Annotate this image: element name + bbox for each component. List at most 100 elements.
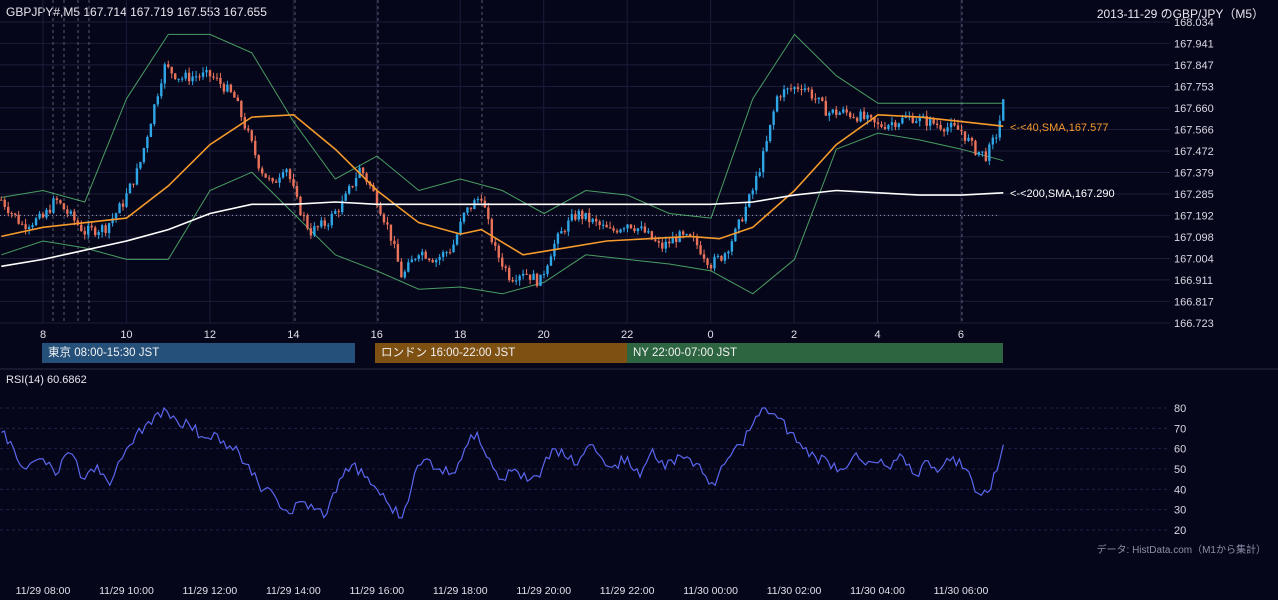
candle-body: [852, 117, 855, 119]
candle-body: [59, 200, 62, 204]
candle-body: [588, 212, 591, 223]
chart-title: 2013-11-29 のGBP/JPY（M5）: [1096, 7, 1264, 21]
candle-body: [149, 124, 153, 137]
candle-body: [963, 131, 967, 141]
candle-body: [577, 210, 580, 220]
candle-body: [139, 162, 142, 169]
candle-body: [925, 115, 928, 126]
datetime-tick-label: 11/30 06:00: [934, 585, 989, 597]
candle-body: [824, 100, 828, 116]
candle-body: [187, 72, 191, 82]
rsi-axis-labels: 80 70 60 50 40 30 20: [1174, 403, 1186, 537]
candle-body: [45, 209, 48, 218]
candle-body: [27, 227, 31, 229]
candle-body: [734, 228, 737, 242]
candle-body: [594, 218, 598, 222]
candle-body: [814, 98, 817, 100]
candle-body: [518, 275, 521, 281]
candle-body: [873, 117, 876, 123]
candle-body: [191, 76, 194, 82]
candle-body: [354, 177, 358, 187]
bollinger-bands: [1, 33, 1004, 295]
candle-body: [845, 109, 848, 113]
candle-body: [31, 225, 34, 228]
candle-body: [13, 213, 17, 215]
candle-body: [890, 122, 894, 126]
candle-body: [431, 260, 434, 263]
rsi-line: [1, 406, 1004, 519]
sma-line: [1, 113, 1004, 256]
candle-body: [681, 231, 685, 235]
candle-body: [278, 177, 281, 183]
candle-body: [400, 261, 403, 278]
candle-body: [688, 234, 692, 237]
candle-body: [69, 211, 73, 214]
candle-body: [142, 148, 146, 163]
hour-tick-label: 14: [287, 329, 299, 341]
candle-body: [344, 193, 347, 201]
candle-body: [17, 214, 20, 224]
candle-body: [198, 76, 201, 78]
price-tick-label: 167.472: [1174, 146, 1214, 158]
candle-body: [480, 198, 483, 201]
candle-body: [928, 118, 932, 126]
candle-body: [264, 173, 267, 178]
price-tick-label: 167.379: [1174, 167, 1214, 179]
candle-body: [3, 199, 6, 207]
datetime-tick-label: 11/29 08:00: [16, 585, 71, 597]
candle-body: [73, 211, 76, 221]
candle-body: [132, 183, 135, 185]
candle-body: [351, 186, 354, 188]
candle-body: [389, 224, 393, 241]
candle-body: [299, 196, 302, 216]
candle-body: [93, 227, 97, 236]
candle-body: [779, 96, 782, 98]
candle-body: [619, 229, 622, 233]
candle-body: [793, 87, 796, 90]
candle-body: [386, 222, 389, 225]
candle-body: [720, 255, 723, 261]
candle-body: [629, 224, 633, 229]
candle-body: [97, 232, 100, 236]
candle-body: [956, 125, 960, 130]
candle-body: [549, 256, 553, 266]
candle-body: [243, 117, 246, 129]
candle-body: [285, 169, 288, 173]
candle-body: [254, 140, 257, 156]
candle-body: [800, 89, 803, 91]
candle-body: [146, 136, 149, 149]
candle-body: [560, 231, 563, 234]
candle-body: [208, 70, 212, 77]
candle-body: [556, 233, 560, 244]
rsi-grid: [0, 368, 1278, 531]
candle-body: [761, 151, 765, 173]
candle-body: [135, 168, 139, 185]
candle-body: [810, 89, 814, 99]
candle-body: [219, 77, 222, 85]
candle-body: [946, 127, 949, 132]
session-band-ny: NY 22:00-07:00 JST: [627, 343, 1003, 363]
candle-body: [709, 264, 713, 269]
candle-body: [542, 274, 546, 276]
price-tick-label: 167.566: [1174, 124, 1214, 136]
candle-body: [24, 224, 27, 229]
candle-body: [981, 151, 984, 153]
candle-body: [758, 172, 761, 177]
candle-body: [866, 114, 869, 119]
candle-body: [66, 209, 69, 214]
candle-body: [469, 207, 473, 210]
candle-body: [991, 137, 995, 145]
candle-body: [267, 177, 271, 179]
candle-body: [723, 253, 727, 261]
rsi-tick-label: 80: [1174, 403, 1186, 415]
candle-body: [901, 117, 904, 124]
datetime-tick-label: 11/29 16:00: [349, 585, 404, 597]
candle-body: [828, 112, 831, 116]
candle-body: [737, 219, 741, 229]
candle-body: [744, 206, 747, 222]
candle-body: [786, 88, 789, 90]
candle-body: [52, 198, 55, 213]
candle-body: [570, 214, 574, 221]
price-tick-label: 167.004: [1174, 253, 1214, 265]
candle-body: [295, 186, 299, 197]
